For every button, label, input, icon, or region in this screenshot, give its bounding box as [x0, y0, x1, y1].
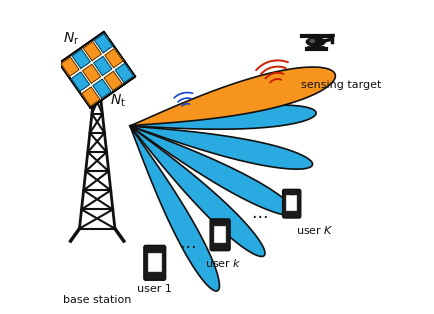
FancyBboxPatch shape	[283, 189, 301, 218]
Polygon shape	[130, 67, 335, 126]
Bar	[214, 225, 227, 243]
Polygon shape	[130, 126, 265, 257]
Polygon shape	[82, 64, 101, 83]
Polygon shape	[93, 79, 111, 98]
Text: user 1: user 1	[137, 284, 172, 294]
Polygon shape	[130, 126, 220, 291]
Text: $\cdots$: $\cdots$	[179, 236, 196, 254]
Polygon shape	[95, 34, 112, 53]
Polygon shape	[72, 49, 90, 68]
Polygon shape	[152, 249, 158, 251]
Bar	[148, 252, 162, 272]
Bar	[286, 196, 297, 211]
Polygon shape	[115, 63, 133, 83]
Polygon shape	[130, 126, 312, 169]
FancyBboxPatch shape	[210, 219, 230, 251]
FancyBboxPatch shape	[144, 245, 166, 280]
Polygon shape	[105, 49, 123, 68]
Text: base station: base station	[63, 295, 132, 305]
Polygon shape	[104, 71, 122, 90]
Polygon shape	[71, 72, 89, 91]
Text: $N_\mathrm{t}$: $N_\mathrm{t}$	[110, 93, 125, 109]
Polygon shape	[82, 87, 100, 106]
Polygon shape	[130, 105, 316, 129]
Polygon shape	[83, 41, 102, 61]
Ellipse shape	[309, 38, 316, 44]
Polygon shape	[61, 57, 79, 76]
Polygon shape	[94, 57, 112, 75]
Text: user $k$: user $k$	[205, 257, 242, 269]
Ellipse shape	[306, 38, 325, 46]
Text: user $K$: user $K$	[296, 224, 334, 236]
Polygon shape	[130, 126, 295, 215]
Text: $N_\mathrm{r}$: $N_\mathrm{r}$	[63, 30, 79, 47]
Polygon shape	[59, 32, 135, 108]
Text: sensing target: sensing target	[301, 80, 381, 90]
Polygon shape	[218, 223, 223, 225]
Polygon shape	[289, 193, 294, 194]
Text: $\cdots$: $\cdots$	[251, 206, 267, 224]
